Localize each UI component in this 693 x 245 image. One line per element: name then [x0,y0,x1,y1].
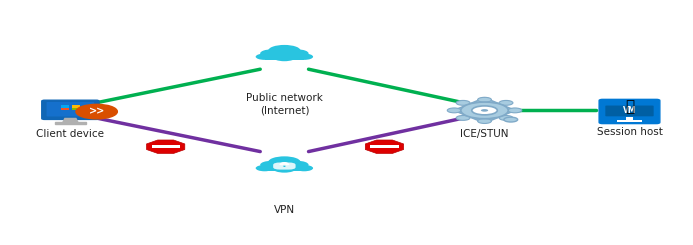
Polygon shape [454,98,515,123]
Circle shape [504,117,518,122]
Circle shape [295,165,313,171]
Text: Public network
(Internet): Public network (Internet) [246,93,323,115]
Bar [284,166,285,167]
Bar [265,56,304,60]
Circle shape [260,49,283,58]
Circle shape [477,119,491,123]
Circle shape [260,161,283,169]
Circle shape [477,97,491,102]
Polygon shape [365,140,403,153]
Circle shape [447,108,461,113]
Circle shape [499,100,513,105]
FancyBboxPatch shape [42,100,99,119]
Circle shape [283,166,286,167]
Circle shape [286,49,308,58]
Bar [265,168,304,172]
Bar [152,146,179,148]
Bar [626,117,633,121]
Circle shape [456,115,470,120]
Bar [72,107,80,110]
Text: Session host: Session host [597,127,663,137]
Text: 🖥: 🖥 [625,99,634,114]
Text: >>: >> [89,106,105,116]
Circle shape [268,45,301,56]
FancyBboxPatch shape [46,102,94,117]
Bar [617,121,642,122]
Circle shape [286,161,308,169]
Bar [61,107,69,110]
Circle shape [273,164,296,173]
Circle shape [461,102,508,119]
Polygon shape [146,140,185,153]
Circle shape [273,53,296,61]
Circle shape [508,108,522,113]
Circle shape [256,165,274,171]
Circle shape [295,54,313,60]
Text: Client device: Client device [37,129,105,139]
Circle shape [76,104,117,119]
Bar [55,122,86,124]
FancyBboxPatch shape [273,162,296,170]
Circle shape [472,106,498,115]
FancyBboxPatch shape [605,106,653,116]
Polygon shape [62,118,79,124]
Circle shape [256,54,274,60]
FancyBboxPatch shape [599,99,660,123]
Circle shape [481,109,488,112]
Circle shape [499,115,513,120]
Text: VM: VM [623,106,636,115]
Bar [72,105,80,108]
Circle shape [456,100,470,105]
Circle shape [268,156,301,168]
Text: ICE/STUN: ICE/STUN [460,129,509,139]
Bar [370,146,398,148]
Text: VPN: VPN [274,205,295,215]
Bar [61,105,69,108]
